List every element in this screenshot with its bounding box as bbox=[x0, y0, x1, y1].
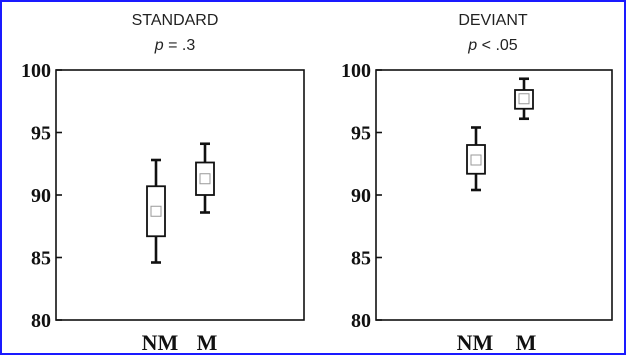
panel-p-value: p < .05 bbox=[467, 37, 517, 54]
x-axis: NM M bbox=[457, 330, 537, 355]
y-tick-label: 90 bbox=[351, 185, 371, 207]
y-axis: 80 85 90 95 100 bbox=[21, 60, 62, 332]
mean-marker bbox=[150, 205, 162, 217]
category-label: NM bbox=[457, 330, 494, 355]
category-label: M bbox=[197, 330, 218, 355]
y-tick-label: 95 bbox=[31, 123, 51, 145]
y-axis: 80 85 90 95 100 bbox=[341, 60, 382, 332]
y-tick-label: 85 bbox=[31, 248, 51, 270]
panel-deviant: DEVIANT p < .05 80 85 90 95 100 NM M bbox=[341, 12, 613, 355]
mean-marker bbox=[518, 93, 530, 105]
category-label: NM bbox=[142, 330, 179, 355]
y-tick-label: 100 bbox=[21, 60, 51, 82]
x-axis: NM M bbox=[142, 330, 218, 355]
mean-marker bbox=[199, 173, 211, 185]
panel-p-value: p = .3 bbox=[154, 37, 196, 54]
plot-area bbox=[55, 69, 305, 321]
mean-marker bbox=[470, 154, 482, 166]
y-tick-label: 90 bbox=[31, 185, 51, 207]
category-label: M bbox=[516, 330, 537, 355]
panel-standard: STANDARD p = .3 80 85 90 95 100 NM M bbox=[21, 12, 305, 355]
boxes bbox=[146, 142, 215, 264]
y-tick-label: 85 bbox=[351, 248, 371, 270]
panel-title: STANDARD bbox=[132, 12, 219, 29]
plot-area bbox=[375, 69, 613, 321]
p-symbol: p bbox=[467, 37, 477, 54]
y-tick-label: 80 bbox=[351, 310, 371, 332]
panel-title: DEVIANT bbox=[458, 12, 528, 29]
y-tick-label: 95 bbox=[351, 123, 371, 145]
p-value-text: = .3 bbox=[164, 37, 196, 54]
y-tick-label: 100 bbox=[341, 60, 371, 82]
p-value-text: < .05 bbox=[477, 37, 518, 54]
y-tick-label: 80 bbox=[31, 310, 51, 332]
boxes bbox=[466, 77, 534, 192]
p-symbol: p bbox=[154, 37, 164, 54]
